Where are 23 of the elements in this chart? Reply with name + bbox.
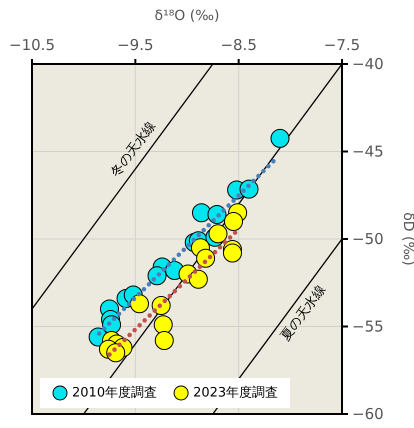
x-axis-title: δ¹⁸O (‰) bbox=[154, 8, 220, 24]
point bbox=[192, 203, 211, 222]
y-tick-label: −50 bbox=[352, 230, 384, 248]
point bbox=[188, 270, 208, 289]
legend-label: 2023年度調査 bbox=[193, 384, 278, 400]
text: 夏の天水線 bbox=[278, 282, 329, 344]
point bbox=[222, 244, 242, 262]
x-tick-label: −9.5 bbox=[117, 36, 154, 54]
x-tick-label: −10.5 bbox=[9, 36, 55, 54]
x-tick-label: −7.5 bbox=[324, 36, 360, 54]
legend-label: 2010年度調査 bbox=[72, 384, 158, 400]
point bbox=[270, 128, 290, 148]
y-tick-label: −40 bbox=[352, 55, 384, 73]
point bbox=[130, 294, 149, 314]
text: 冬の天水線 bbox=[108, 118, 159, 180]
point bbox=[154, 331, 174, 350]
y-tick-label: −45 bbox=[352, 142, 384, 160]
y-tick-label: −55 bbox=[352, 318, 384, 336]
y-tick-label: −60 bbox=[352, 405, 384, 423]
point bbox=[224, 212, 243, 231]
point bbox=[208, 224, 228, 244]
point bbox=[154, 315, 173, 334]
x-tick-label: −8.5 bbox=[220, 36, 257, 54]
